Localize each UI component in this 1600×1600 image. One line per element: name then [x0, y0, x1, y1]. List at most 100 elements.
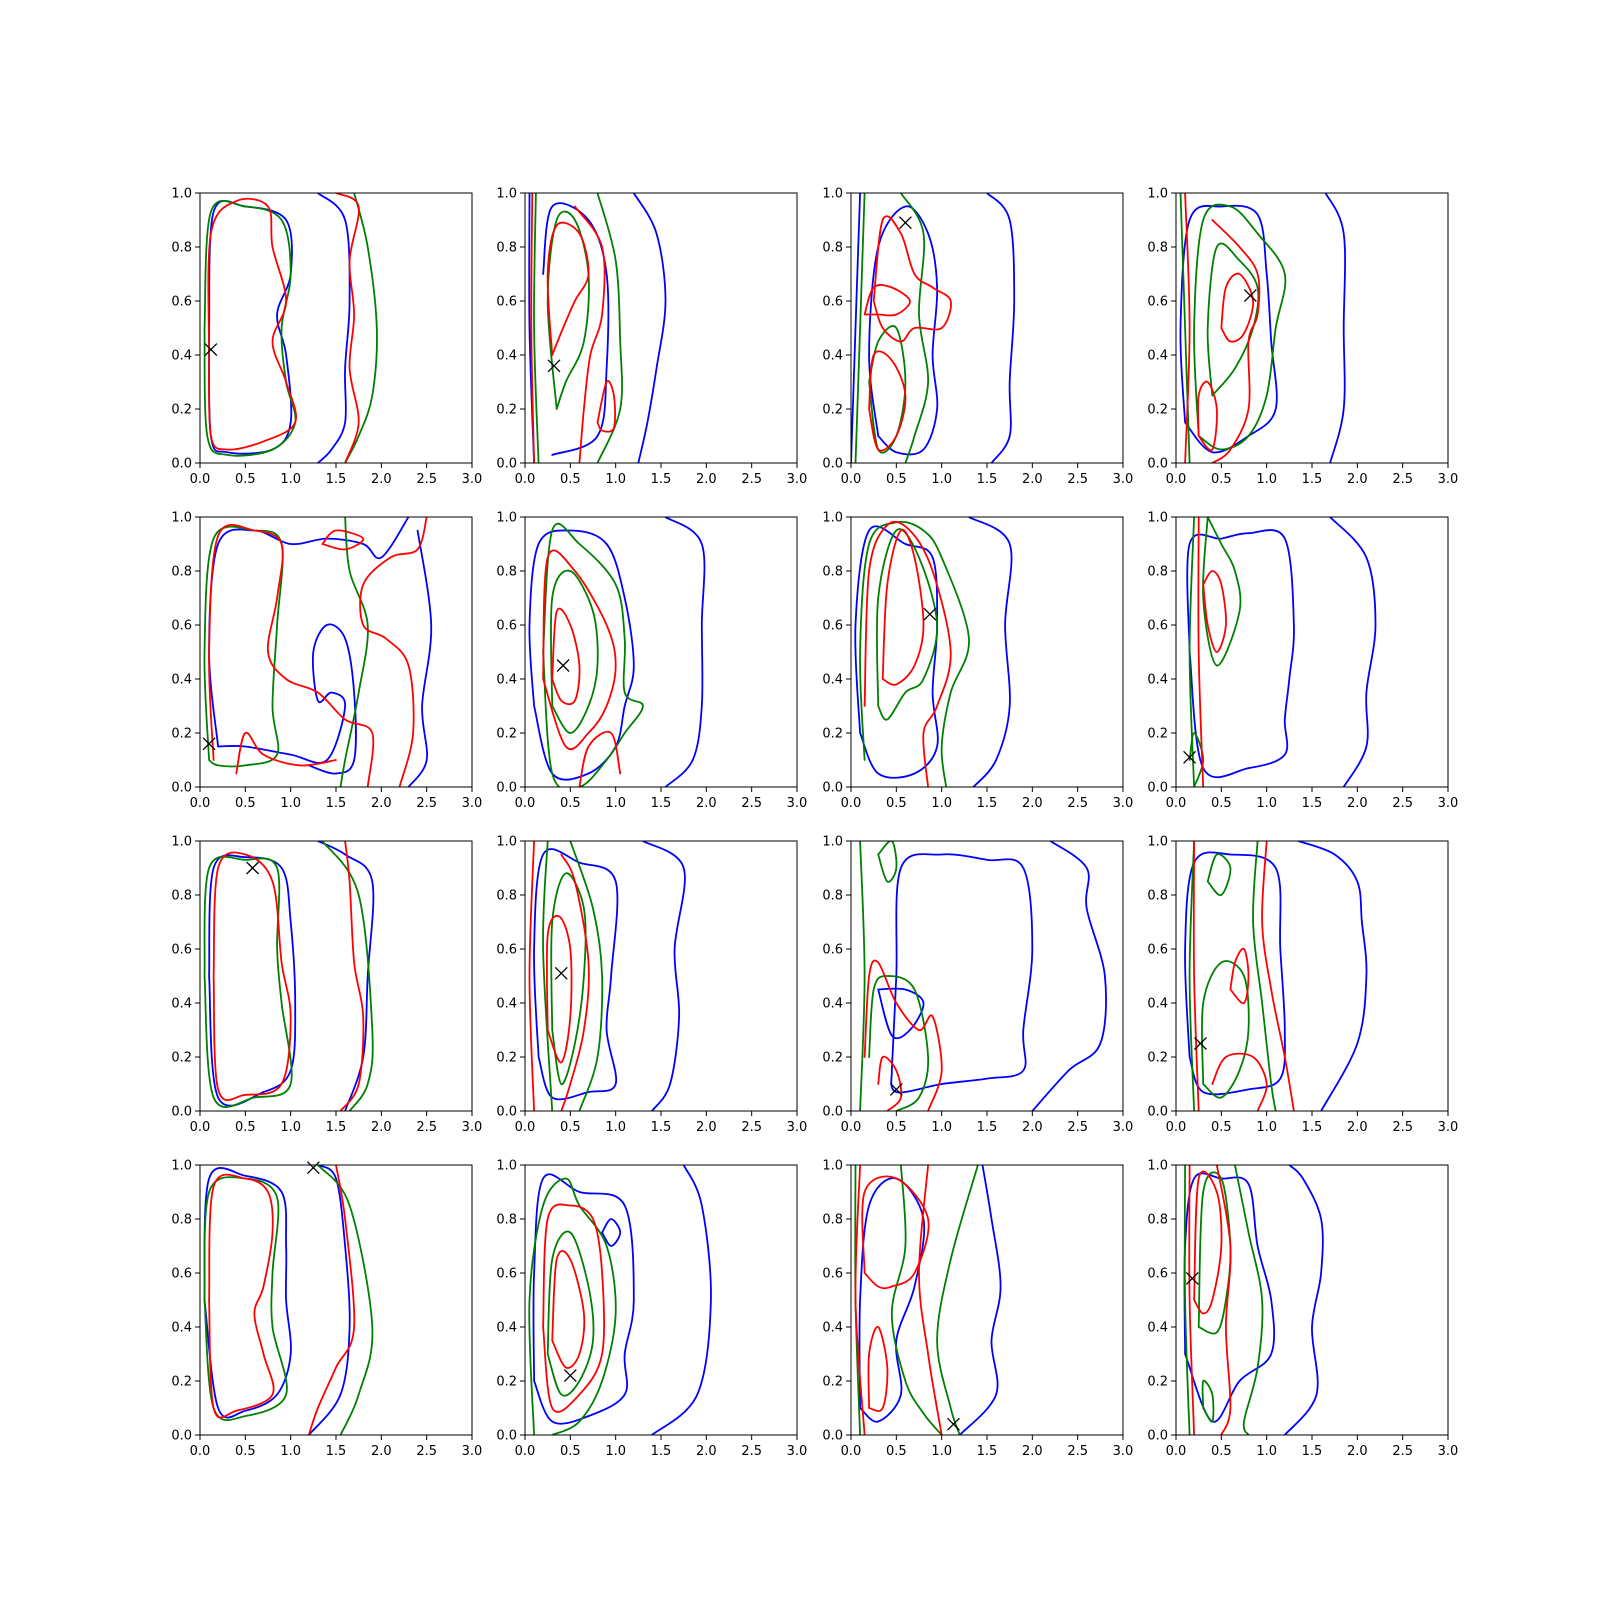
contour-blue-3 — [217, 623, 357, 775]
y-tick-label: 0.2 — [171, 403, 192, 418]
x-tick-label: 2.5 — [416, 1444, 437, 1459]
x-tick-label: 1.0 — [280, 796, 301, 811]
y-tick-label: 0.4 — [822, 673, 843, 688]
x-tick-label: 0.5 — [1211, 796, 1232, 811]
x-tick-label: 0.5 — [235, 1444, 256, 1459]
axes-frame — [199, 840, 473, 1112]
contour-red-8 — [877, 1055, 903, 1111]
contour-green-4 — [203, 525, 284, 768]
y-tick-label: 0.2 — [1147, 1051, 1168, 1066]
x-tick-label: 0.0 — [841, 1444, 862, 1459]
y-tick-label: 0.6 — [171, 943, 192, 958]
x-tick-label: 2.0 — [696, 796, 717, 811]
x-tick-label: 2.0 — [1347, 1444, 1368, 1459]
x-tick-label: 1.5 — [1302, 1120, 1323, 1135]
y-tick-label: 0.6 — [1147, 1267, 1168, 1282]
y-tick-label: 0.8 — [1147, 1213, 1168, 1228]
contour-blue-3 — [868, 205, 939, 456]
x-tick-label: 2.0 — [371, 796, 392, 811]
contour-green-5 — [546, 1230, 595, 1397]
y-tick-label: 0.2 — [822, 403, 843, 418]
x-tick-label: 1.0 — [280, 472, 301, 487]
contour-group — [854, 1165, 1002, 1435]
x-tick-label: 0.5 — [235, 1120, 256, 1135]
contour-blue-1 — [1283, 1165, 1324, 1435]
y-tick-label: 0.8 — [1147, 241, 1168, 256]
subplot-r2-c3: 0.0 0.5 1.0 1.5 2.0 2.5 3.0 0.0 0.2 0.4 0.6 0.8 1.0 — [822, 511, 1133, 812]
contour-red-6 — [307, 1165, 356, 1435]
subplot-r3-c1: 0.0 0.5 1.0 1.5 2.0 2.5 3.0 0.0 0.2 0.4 0.6 0.8 1.0 — [171, 835, 482, 1136]
contour-blue-1 — [651, 1165, 712, 1435]
contour-blue-1 — [642, 841, 686, 1111]
contour-red-6 — [1202, 570, 1227, 653]
y-tick-label: 0.2 — [496, 1375, 517, 1390]
contour-blue-1 — [1031, 841, 1107, 1111]
contour-blue-1 — [664, 517, 706, 787]
x-marker — [1185, 1271, 1199, 1285]
subplot-r2-c1: 0.0 0.5 1.0 1.5 2.0 2.5 3.0 0.0 0.2 0.4 0.6 0.8 1.0 — [171, 511, 482, 812]
x-tick-label: 3.0 — [1113, 472, 1134, 487]
x-tick-label: 3.0 — [462, 472, 483, 487]
contour-green-4 — [569, 841, 604, 1111]
x-tick-label: 1.5 — [651, 472, 672, 487]
x-tick-label: 1.5 — [977, 1120, 998, 1135]
x-tick-label: 1.5 — [1302, 796, 1323, 811]
x-tick-label: 0.5 — [235, 472, 256, 487]
contour-red-6 — [861, 1175, 930, 1290]
y-tick-label: 0.0 — [496, 1105, 517, 1120]
y-tick-label: 0.2 — [822, 1051, 843, 1066]
subplot-r2-c4: 0.0 0.5 1.0 1.5 2.0 2.5 3.0 0.0 0.2 0.4 0.6 0.8 1.0 — [1147, 511, 1458, 812]
y-tick-label: 0.0 — [496, 1429, 517, 1444]
x-tick-label: 0.5 — [1211, 1444, 1232, 1459]
contour-group — [854, 517, 1013, 787]
x-marker — [306, 1161, 320, 1175]
contour-green-5 — [1201, 1379, 1215, 1423]
x-tick-label: 1.5 — [977, 472, 998, 487]
x-tick-label: 3.0 — [1113, 796, 1134, 811]
contour-blue-1 — [1324, 193, 1346, 463]
x-tick-label: 2.0 — [1022, 1120, 1043, 1135]
y-tick-label: 0.0 — [822, 457, 843, 472]
contour-blue-1 — [968, 517, 1013, 787]
contour-green-3 — [1183, 1165, 1191, 1435]
y-tick-label: 0.8 — [822, 565, 843, 580]
contour-red-9 — [1188, 1165, 1195, 1435]
x-tick-label: 2.5 — [741, 1120, 762, 1135]
contour-red-5 — [542, 549, 617, 751]
contour-green-4 — [1193, 203, 1287, 451]
contour-red-6 — [335, 193, 360, 463]
contour-green-5 — [1206, 242, 1260, 397]
y-tick-label: 0.8 — [822, 241, 843, 256]
contour-green-4 — [533, 193, 540, 463]
x-marker — [946, 1417, 960, 1431]
x-tick-label: 0.0 — [1166, 796, 1187, 811]
y-tick-label: 1.0 — [822, 187, 843, 202]
x-tick-label: 3.0 — [787, 1444, 808, 1459]
y-tick-label: 0.8 — [496, 1213, 517, 1228]
y-tick-label: 0.0 — [1147, 1429, 1168, 1444]
contour-blue-2 — [632, 193, 667, 463]
contour-red-8 — [359, 517, 428, 787]
contour-green-3 — [1179, 193, 1191, 463]
x-marker — [889, 1082, 903, 1096]
contour-green-4 — [344, 193, 378, 463]
x-tick-label: 2.5 — [1067, 1444, 1088, 1459]
y-tick-label: 1.0 — [822, 511, 843, 526]
subplot-r3-c4: 0.0 0.5 1.0 1.5 2.0 2.5 3.0 0.0 0.2 0.4 0.6 0.8 1.0 — [1147, 835, 1458, 1136]
contour-green-5 — [900, 193, 930, 463]
contour-group — [528, 193, 667, 463]
x-tick-label: 0.0 — [1166, 472, 1187, 487]
contour-red-9 — [854, 1165, 866, 1435]
contour-red-8 — [1261, 841, 1295, 1111]
x-tick-label: 3.0 — [787, 1120, 808, 1135]
y-tick-label: 0.4 — [496, 1321, 517, 1336]
contour-green-4 — [528, 1177, 617, 1435]
x-tick-label: 2.0 — [1347, 472, 1368, 487]
contour-red-8 — [545, 915, 573, 1064]
x-tick-label: 0.0 — [515, 1120, 536, 1135]
y-tick-label: 0.6 — [822, 619, 843, 634]
x-tick-label: 3.0 — [1438, 472, 1459, 487]
x-tick-label: 2.0 — [696, 1120, 717, 1135]
contour-red-6 — [208, 524, 375, 787]
